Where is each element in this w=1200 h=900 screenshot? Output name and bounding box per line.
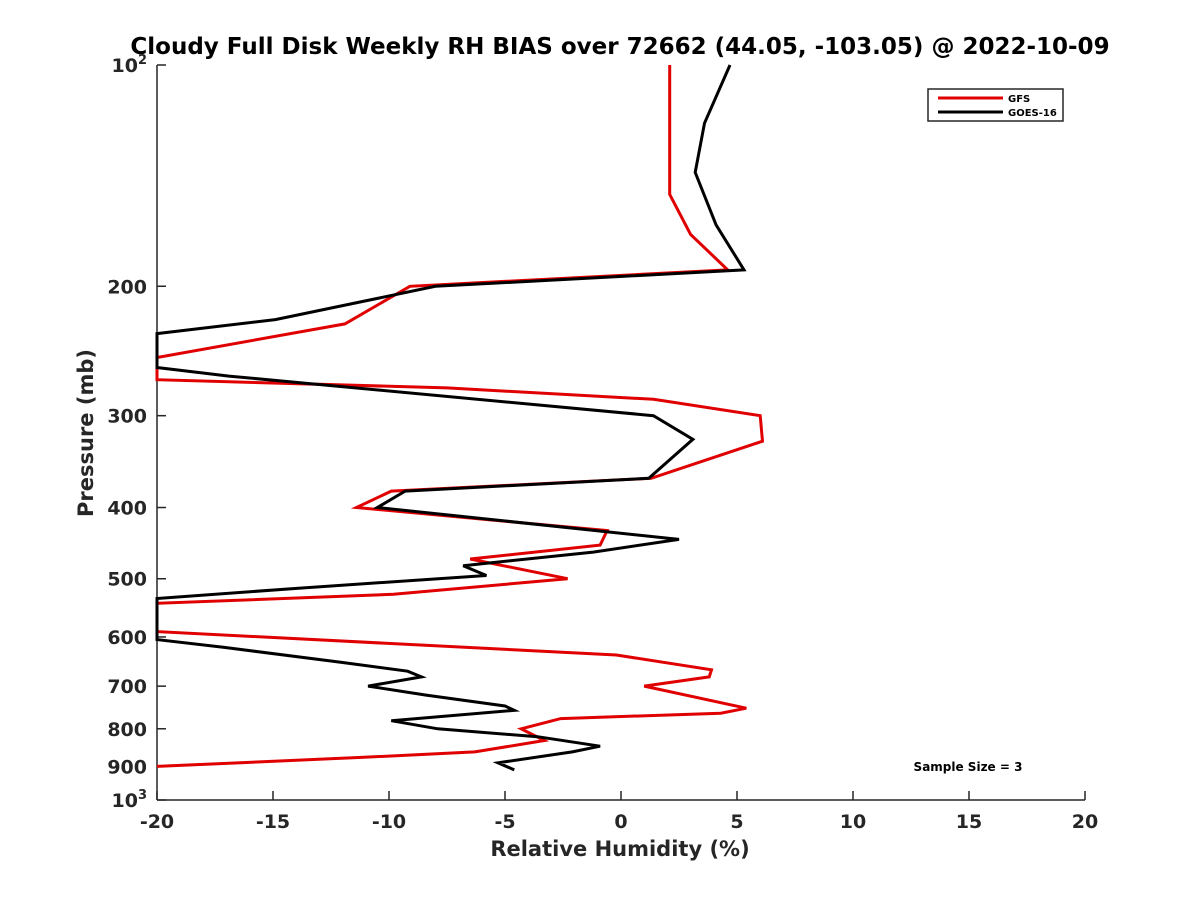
legend: GFS GOES-16: [927, 88, 1064, 122]
x-tick-label: -20: [140, 811, 174, 833]
y-axis-label: Pressure (mb): [74, 349, 98, 517]
legend-box: [927, 88, 1064, 122]
y-tick-label: 700: [107, 676, 147, 698]
series-line-gfs: [155, 65, 765, 768]
chart-title: Cloudy Full Disk Weekly RH BIAS over 726…: [130, 34, 1109, 60]
x-tick-label: 20: [1072, 811, 1098, 833]
y-tick-label: 500: [107, 569, 147, 591]
x-tick-label: 10: [840, 811, 866, 833]
y-tick-label: 102: [112, 53, 148, 77]
series-line-goes-16: [155, 64, 747, 772]
y-tick-label: 800: [107, 719, 147, 741]
sample-size-annotation: Sample Size = 3: [914, 760, 1023, 774]
y-tick-label: 400: [107, 498, 147, 520]
x-tick-label: 5: [730, 811, 743, 833]
y-tick-label: 900: [107, 756, 147, 778]
y-tick-label: 300: [107, 406, 147, 428]
plot-area: -20 -15 -10 -5 0 5 10 15 20 102 200 300 400 500 600 700…: [107, 53, 1098, 833]
legend-label: GFS: [1008, 94, 1030, 105]
y-tick-label: 200: [107, 276, 147, 298]
x-tick-label: 0: [614, 811, 627, 833]
x-axis-label: Relative Humidity (%): [490, 837, 749, 861]
legend-label: GOES-16: [1008, 108, 1057, 119]
x-tick-label: -15: [256, 811, 290, 833]
x-tick-label: 15: [956, 811, 982, 833]
x-tick-label: -10: [372, 811, 406, 833]
y-tick-label: 103: [112, 788, 148, 812]
y-tick-label: 600: [107, 627, 147, 649]
x-tick-label: -5: [494, 811, 515, 833]
